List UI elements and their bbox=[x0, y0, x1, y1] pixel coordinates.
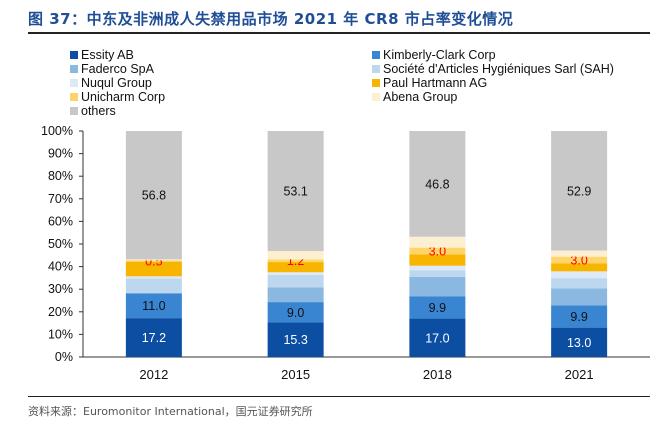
source-divider bbox=[28, 396, 650, 397]
legend-item: Faderco SpA bbox=[70, 62, 154, 77]
legend-label: Société d'Articles Hygiéniques Sarl (SAH… bbox=[383, 62, 614, 76]
bar-segment bbox=[409, 236, 466, 248]
legend-item: Abena Group bbox=[372, 90, 457, 105]
data-label: 9.9 bbox=[570, 310, 587, 324]
data-label: 17.0 bbox=[425, 331, 449, 345]
y-tick-label: 0% bbox=[55, 350, 73, 364]
data-label: 11.0 bbox=[142, 299, 165, 313]
legend-swatch bbox=[70, 64, 78, 73]
data-label: 17.2 bbox=[142, 331, 166, 345]
legend-label: Unicharm Corp bbox=[81, 90, 166, 104]
y-tick-label: 10% bbox=[48, 327, 73, 341]
y-tick-label: 90% bbox=[48, 147, 73, 161]
bar-segment bbox=[551, 271, 608, 279]
bar-segment bbox=[125, 318, 182, 357]
legend-swatch bbox=[70, 92, 78, 101]
bar-segment bbox=[551, 250, 608, 257]
data-label: 56.8 bbox=[142, 189, 166, 203]
bar-segment bbox=[267, 259, 324, 263]
legend-swatch bbox=[70, 106, 78, 115]
data-label: 9.9 bbox=[429, 301, 446, 315]
bar-segment bbox=[551, 131, 608, 251]
legend-label: others bbox=[81, 104, 116, 118]
bar-segment bbox=[267, 272, 324, 275]
bar-segment bbox=[551, 263, 608, 272]
legend-item: others bbox=[70, 104, 116, 119]
legend-item: Paul Hartmann AG bbox=[372, 76, 487, 91]
bar-segment bbox=[125, 276, 182, 279]
bar-segment bbox=[551, 278, 608, 289]
bar-segment bbox=[551, 256, 608, 264]
legend-label: Abena Group bbox=[383, 90, 458, 104]
y-tick-label: 100% bbox=[41, 124, 73, 138]
bar-segment bbox=[267, 274, 324, 288]
bar-segment bbox=[267, 131, 324, 252]
legend-item: Kimberly-Clark Corp bbox=[372, 48, 496, 63]
bar-segment bbox=[267, 287, 324, 303]
bar-segment bbox=[125, 261, 182, 277]
bar-segment bbox=[125, 293, 182, 319]
bar-segment bbox=[125, 278, 182, 294]
legend-swatch bbox=[372, 78, 380, 87]
y-tick-label: 30% bbox=[48, 282, 73, 296]
plot-area: 0% 10% 20% 30% 40% 50% 60% 70% 80% 90% 100% 17.2 11.… bbox=[41, 124, 650, 382]
legend-label: Kimberly-Clark Corp bbox=[383, 48, 496, 62]
bar-segment bbox=[409, 276, 466, 297]
legend-label: Nuqul Group bbox=[81, 76, 152, 90]
data-label: 52.9 bbox=[567, 184, 591, 198]
bar-segment bbox=[267, 262, 324, 273]
legend-item: Société d'Articles Hygiéniques Sarl (SAH… bbox=[372, 62, 614, 77]
bar-segment bbox=[125, 260, 182, 262]
data-label: 53.1 bbox=[283, 185, 307, 199]
legend-swatch bbox=[372, 50, 380, 59]
data-label: 46.8 bbox=[425, 177, 449, 191]
legend-swatch bbox=[70, 50, 78, 59]
legend-swatch bbox=[70, 78, 78, 87]
legend-item: Unicharm Corp bbox=[70, 90, 165, 105]
legend-swatch bbox=[372, 92, 380, 101]
bar-segment bbox=[125, 131, 182, 260]
bar-segment bbox=[409, 270, 466, 277]
x-tick-label: 2018 bbox=[423, 367, 452, 382]
y-tick-label: 50% bbox=[48, 237, 73, 251]
bar-segment bbox=[409, 254, 466, 266]
bar-segment bbox=[551, 288, 608, 306]
bar-segment bbox=[551, 327, 608, 357]
legend-swatch bbox=[372, 64, 380, 73]
bar-segment bbox=[409, 296, 466, 319]
source-note: 资料来源：Euromonitor International，国元证券研究所 bbox=[28, 405, 313, 418]
chart-title: 图 37：中东及非洲成人失禁用品市场 2021 年 CR8 市占率变化情况 bbox=[28, 10, 514, 28]
legend-item: Nuqul Group bbox=[70, 76, 152, 91]
y-tick-label: 20% bbox=[48, 305, 73, 319]
legend-label: Faderco SpA bbox=[81, 62, 154, 76]
legend-item: Essity AB bbox=[70, 48, 134, 63]
bar-segment bbox=[551, 305, 608, 328]
bar-segment bbox=[409, 247, 466, 255]
bar-segment bbox=[267, 322, 324, 357]
data-label: 3.0 bbox=[570, 254, 587, 268]
bar-segment bbox=[409, 318, 466, 357]
y-tick-label: 60% bbox=[48, 214, 73, 228]
bar-segment bbox=[267, 251, 324, 260]
title-divider bbox=[28, 32, 650, 34]
data-label: 15.3 bbox=[283, 333, 307, 347]
legend-label: Paul Hartmann AG bbox=[383, 76, 488, 90]
data-label: 13.0 bbox=[567, 336, 591, 350]
legend-label: Essity AB bbox=[81, 48, 134, 62]
y-tick-label: 70% bbox=[48, 192, 73, 206]
y-tick-label: 40% bbox=[48, 260, 73, 274]
bar-segment bbox=[267, 302, 324, 323]
bar-segment bbox=[409, 131, 466, 237]
x-tick-label: 2021 bbox=[565, 367, 594, 382]
data-label: 9.0 bbox=[287, 306, 304, 320]
data-label: 3.0 bbox=[429, 245, 446, 259]
y-tick-label: 80% bbox=[48, 169, 73, 183]
x-tick-label: 2015 bbox=[281, 367, 310, 382]
x-tick-label: 2012 bbox=[139, 367, 168, 382]
bar-segment bbox=[125, 259, 182, 261]
bar-segment bbox=[409, 265, 466, 271]
